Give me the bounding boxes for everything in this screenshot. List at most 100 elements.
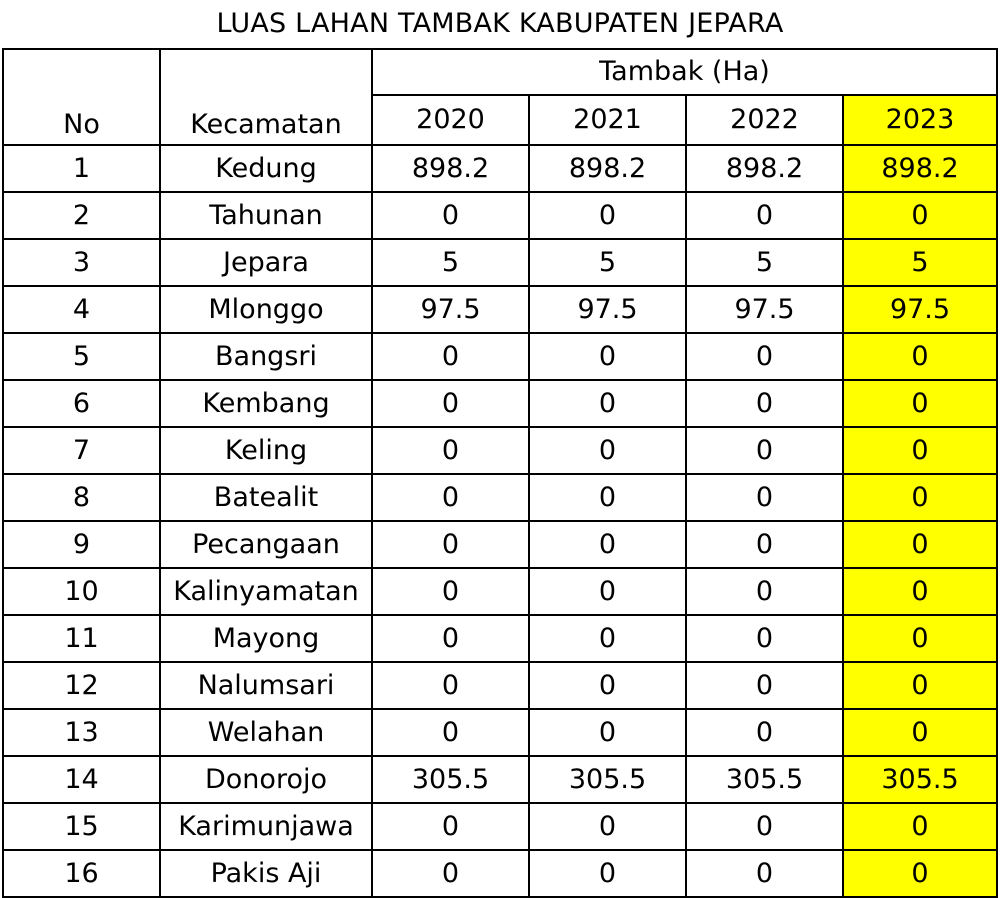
cell-2023: 0 <box>841 191 999 240</box>
cell-2023: 0 <box>841 614 999 663</box>
cell-2021: 0 <box>528 567 687 616</box>
cell-kecamatan: Donorojo <box>159 755 373 804</box>
cell-2020: 97.5 <box>371 285 530 334</box>
cell-2022: 0 <box>685 520 844 569</box>
table-row: 10 Kalinyamatan 0 0 0 0 <box>2 567 999 616</box>
cell-2020: 0 <box>371 332 530 381</box>
table-row: 7 Keling 0 0 0 0 <box>2 426 999 475</box>
cell-2023: 0 <box>841 661 999 710</box>
cell-2020: 0 <box>371 426 530 475</box>
cell-2020: 0 <box>371 473 530 522</box>
cell-2023: 97.5 <box>841 285 999 334</box>
cell-no: 14 <box>2 755 161 804</box>
cell-no: 6 <box>2 379 161 428</box>
header-tambak-group: Tambak (Ha) <box>370 48 999 96</box>
cell-2023: 0 <box>841 520 999 569</box>
header-no: No <box>2 95 161 146</box>
cell-no: 13 <box>2 708 161 757</box>
cell-no: 11 <box>2 614 161 663</box>
cell-kecamatan: Nalumsari <box>159 661 373 710</box>
cell-kecamatan: Tahunan <box>159 191 373 240</box>
cell-kecamatan: Bangsri <box>159 332 373 381</box>
cell-kecamatan: Pakis Aji <box>159 849 373 898</box>
table-row: 6 Kembang 0 0 0 0 <box>2 379 999 428</box>
cell-2023: 0 <box>841 708 999 757</box>
cell-no: 4 <box>2 285 161 334</box>
cell-2023: 0 <box>841 802 999 851</box>
cell-2023: 5 <box>841 238 999 287</box>
table-row: 13 Welahan 0 0 0 0 <box>2 708 999 757</box>
cell-kecamatan: Kedung <box>159 144 373 193</box>
cell-2022: 0 <box>685 379 844 428</box>
header-row-group: Tambak (Ha) <box>2 48 999 96</box>
cell-no: 7 <box>2 426 161 475</box>
cell-2020: 305.5 <box>371 755 530 804</box>
cell-no: 12 <box>2 661 161 710</box>
cell-2022: 0 <box>685 708 844 757</box>
cell-2021: 0 <box>528 379 687 428</box>
cell-2022: 0 <box>685 473 844 522</box>
cell-2023: 0 <box>841 849 999 898</box>
cell-2020: 0 <box>371 849 530 898</box>
table-row: 14 Donorojo 305.5 305.5 305.5 305.5 <box>2 755 999 804</box>
cell-2022: 0 <box>685 332 844 381</box>
table-row: 1 Kedung 898.2 898.2 898.2 898.2 <box>2 144 999 193</box>
cell-2022: 0 <box>685 849 844 898</box>
cell-2021: 0 <box>528 802 687 851</box>
cell-2023: 0 <box>841 426 999 475</box>
cell-no: 5 <box>2 332 161 381</box>
cell-2020: 898.2 <box>371 144 530 193</box>
table-row: 2 Tahunan 0 0 0 0 <box>2 191 999 240</box>
header-kecamatan-top <box>159 48 373 95</box>
cell-2022: 0 <box>685 661 844 710</box>
cell-2022: 305.5 <box>685 755 844 804</box>
cell-2023: 0 <box>841 379 999 428</box>
table-row: 5 Bangsri 0 0 0 0 <box>2 332 999 381</box>
cell-2023: 0 <box>841 567 999 616</box>
cell-kecamatan: Karimunjawa <box>159 802 373 851</box>
table-row: 9 Pecangaan 0 0 0 0 <box>2 520 999 569</box>
cell-kecamatan: Keling <box>159 426 373 475</box>
cell-kecamatan: Mlonggo <box>159 285 373 334</box>
cell-no: 15 <box>2 802 161 851</box>
table-row: 15 Karimunjawa 0 0 0 0 <box>2 802 999 851</box>
cell-2021: 5 <box>528 238 687 287</box>
cell-kecamatan: Jepara <box>159 238 373 287</box>
table-row: 3 Jepara 5 5 5 5 <box>2 238 999 287</box>
cell-2022: 0 <box>685 426 844 475</box>
cell-2022: 0 <box>685 567 844 616</box>
cell-2021: 97.5 <box>528 285 687 334</box>
cell-kecamatan: Kalinyamatan <box>159 567 373 616</box>
cell-2021: 0 <box>528 708 687 757</box>
cell-kecamatan: Welahan <box>159 708 373 757</box>
cell-2021: 0 <box>528 614 687 663</box>
cell-2021: 0 <box>528 661 687 710</box>
cell-no: 1 <box>2 144 161 193</box>
table-row: 12 Nalumsari 0 0 0 0 <box>2 661 999 710</box>
cell-kecamatan: Mayong <box>159 614 373 663</box>
cell-2023: 0 <box>841 332 999 381</box>
table-row: 11 Mayong 0 0 0 0 <box>2 614 999 663</box>
cell-2020: 5 <box>371 238 530 287</box>
cell-2020: 0 <box>371 708 530 757</box>
document-title: LUAS LAHAN TAMBAK KABUPATEN JEPARA <box>216 8 784 39</box>
cell-2022: 5 <box>685 238 844 287</box>
cell-2021: 0 <box>528 426 687 475</box>
cell-2020: 0 <box>371 661 530 710</box>
cell-2020: 0 <box>371 520 530 569</box>
cell-2022: 0 <box>685 802 844 851</box>
cell-2020: 0 <box>371 802 530 851</box>
cell-2021: 0 <box>528 520 687 569</box>
header-row-years: No Kecamatan 2020 2021 2022 2023 <box>2 94 999 146</box>
header-year-2021: 2021 <box>528 94 687 146</box>
header-year-2023: 2023 <box>841 94 999 146</box>
cell-2021: 305.5 <box>528 755 687 804</box>
cell-2021: 0 <box>528 849 687 898</box>
cell-no: 10 <box>2 567 161 616</box>
cell-2020: 0 <box>371 379 530 428</box>
cell-2022: 0 <box>685 191 844 240</box>
header-year-2022: 2022 <box>685 94 844 146</box>
cell-2020: 0 <box>371 614 530 663</box>
cell-kecamatan: Batealit <box>159 473 373 522</box>
